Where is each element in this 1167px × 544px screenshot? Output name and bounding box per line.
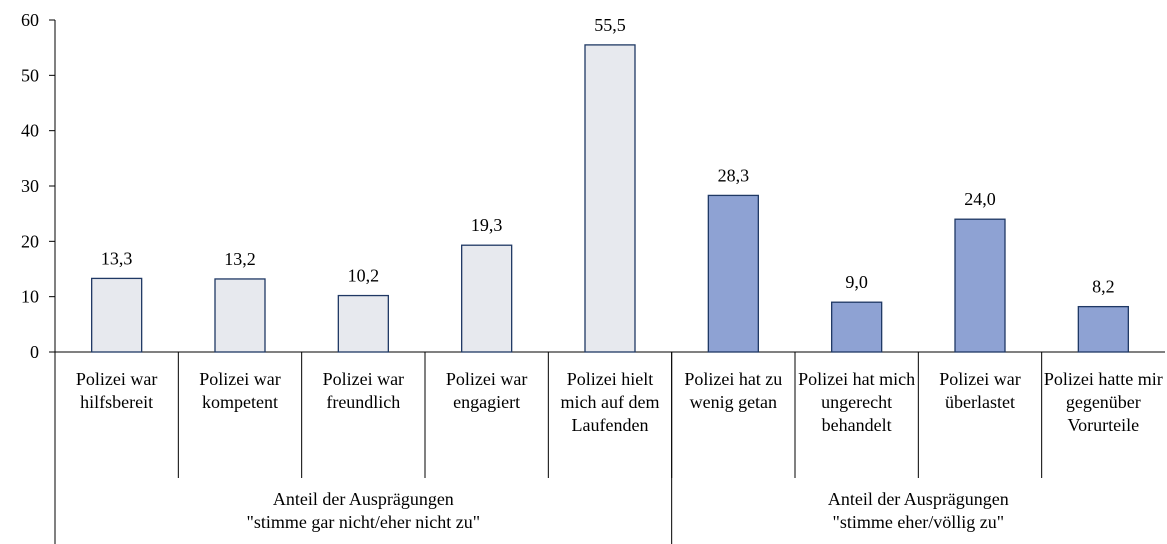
y-tick-label: 50 <box>21 65 39 85</box>
bar <box>584 44 636 353</box>
x-tick-label: Polizei war engagiert <box>445 369 528 412</box>
data-label: 55,5 <box>594 15 626 35</box>
y-tick-label: 60 <box>21 10 39 30</box>
y-tick-label: 30 <box>21 176 39 196</box>
x-tick-label: Polizei hat mich ungerecht behandelt <box>798 369 916 435</box>
bar <box>337 294 389 353</box>
x-tick-label: Polizei war freundlich <box>322 369 405 412</box>
x-tick-label: Polizei hielt mich auf dem Laufenden <box>560 369 660 435</box>
data-label: 10,2 <box>348 266 380 286</box>
data-label: 8,2 <box>1092 277 1115 297</box>
y-tick-label: 40 <box>21 121 39 141</box>
bar <box>831 301 883 353</box>
x-tick-label: Polizei war überlastet <box>939 369 1021 412</box>
data-label: 28,3 <box>718 165 750 185</box>
bar <box>707 194 759 353</box>
x-tick-label: Polizei hatte mir gegenüber Vorurteile <box>1043 369 1163 435</box>
bar <box>461 244 513 353</box>
data-label: 9,0 <box>845 272 868 292</box>
y-tick-label: 10 <box>21 287 39 307</box>
x-tick-label: Polizei war hilfsbereit <box>75 369 158 412</box>
group-label: Anteil der Ausprägungen "stimme eher/völ… <box>827 489 1009 532</box>
y-tick-label: 20 <box>21 231 39 251</box>
bar <box>1077 305 1129 353</box>
data-label: 19,3 <box>471 215 503 235</box>
x-tick-label: Polizei hat zu wenig getan <box>684 369 783 412</box>
data-label: 13,2 <box>224 249 256 269</box>
x-tick-label: Polizei war kompetent <box>199 369 281 412</box>
bar <box>214 278 266 353</box>
group-label: Anteil der Ausprägungen "stimme gar nich… <box>246 489 481 532</box>
data-label: 13,3 <box>101 248 133 268</box>
data-label: 24,0 <box>964 189 996 209</box>
bar <box>91 277 143 353</box>
y-tick-label: 0 <box>30 342 39 362</box>
bar <box>954 218 1006 353</box>
